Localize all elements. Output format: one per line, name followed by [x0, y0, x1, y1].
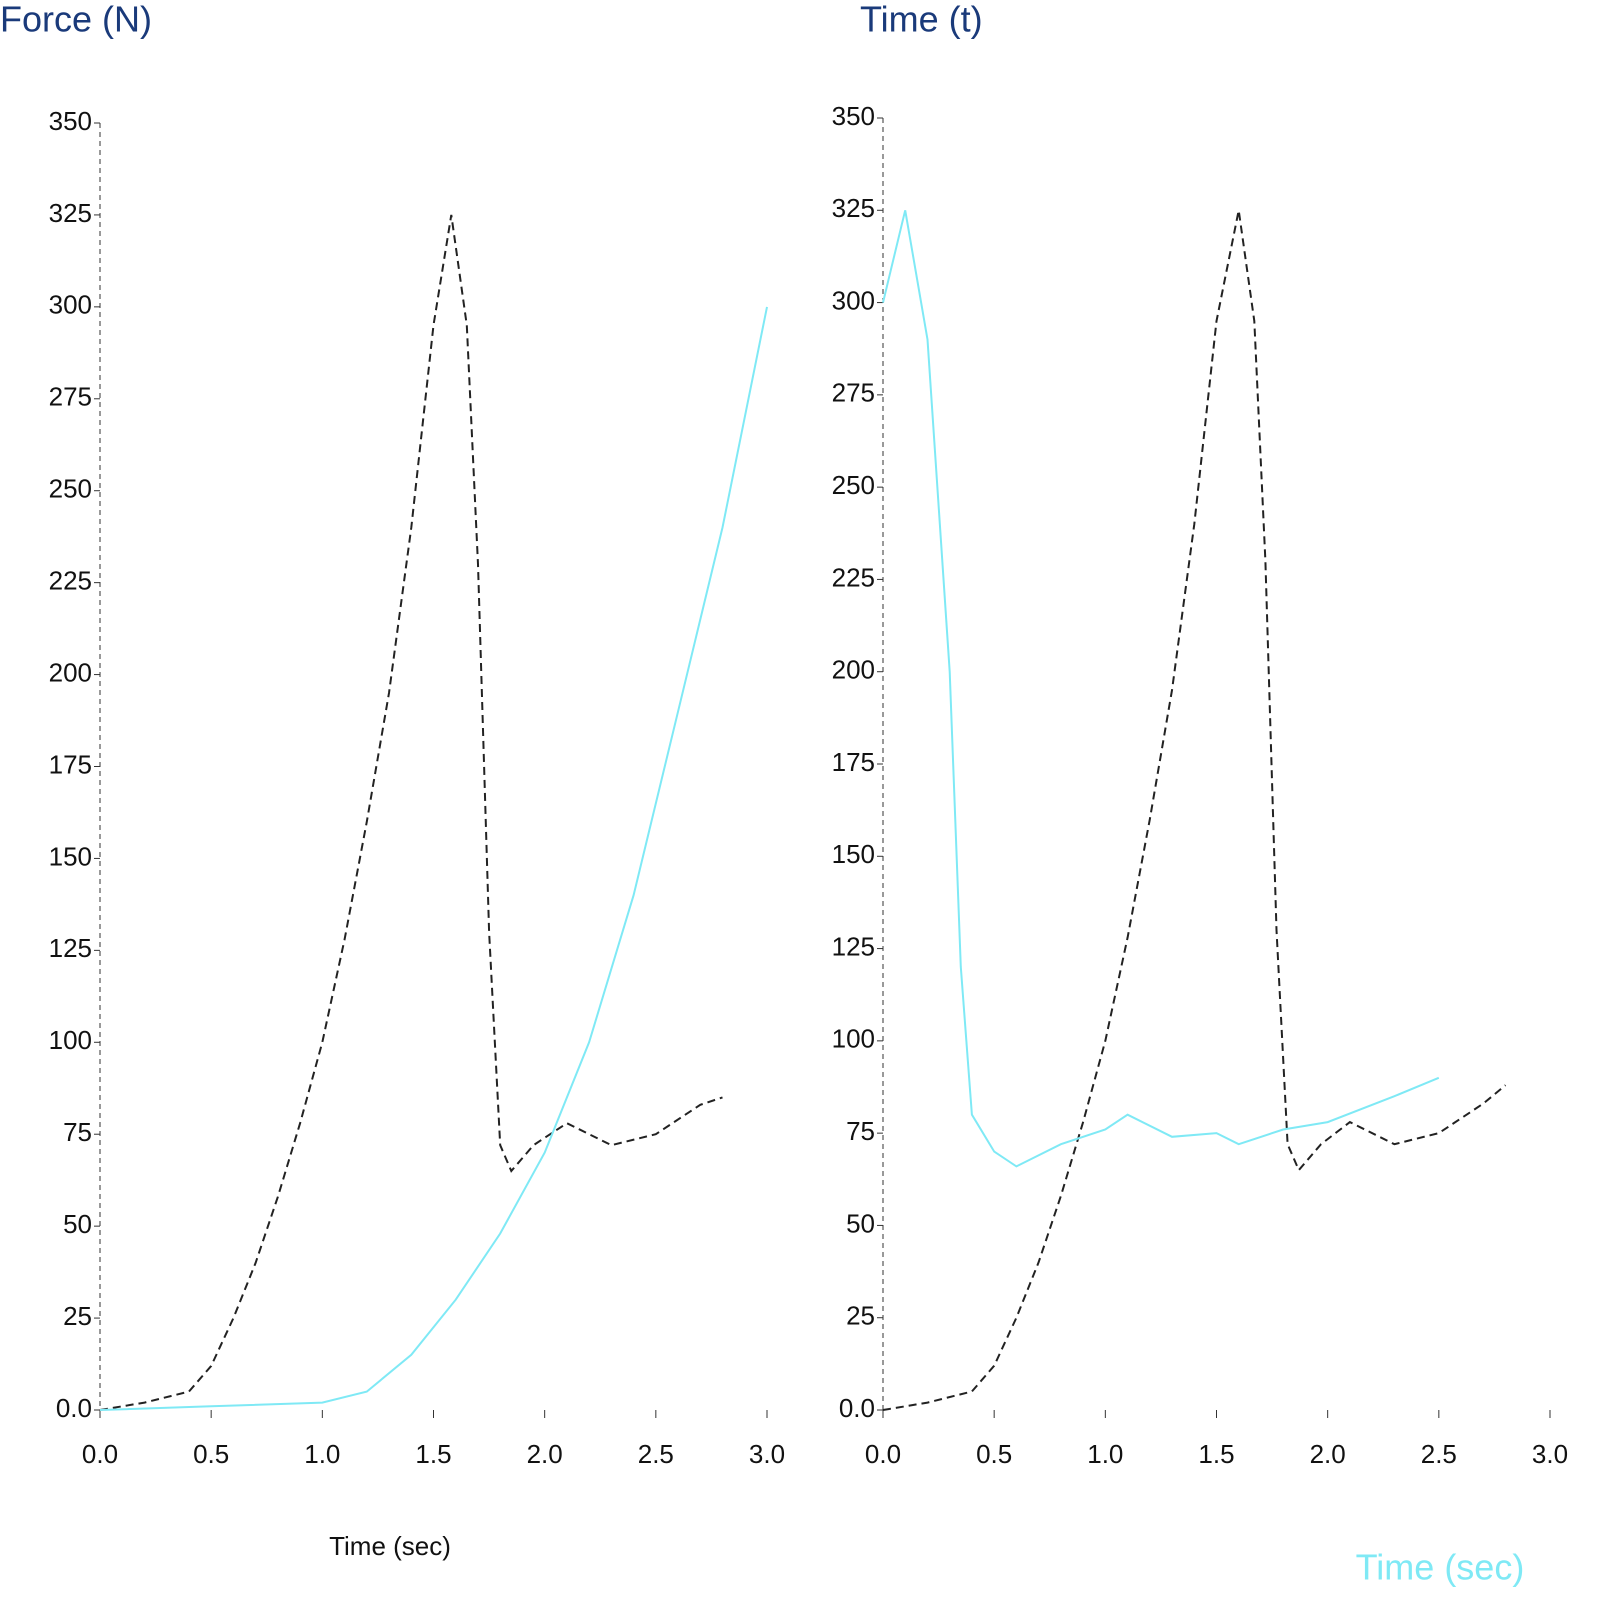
x-tick-label: 0.0	[865, 1439, 901, 1469]
y-tick-label: 75	[846, 1116, 875, 1146]
y-tick-label: 25	[63, 1301, 92, 1331]
y-tick-label: 100	[832, 1024, 875, 1054]
y-axis-label: Force (N)	[0, 0, 152, 40]
x-tick-label: 3.0	[749, 1439, 785, 1469]
y-tick-label: 200	[832, 655, 875, 685]
y-tick-label: 75	[63, 1117, 92, 1147]
x-tick-label: 1.5	[415, 1439, 451, 1469]
y-tick-label: 225	[832, 562, 875, 592]
y-tick-label: 175	[49, 749, 92, 779]
x-tick-label: 1.5	[1198, 1439, 1234, 1469]
x-tick-label: 2.5	[1421, 1439, 1457, 1469]
y-tick-label: 350	[832, 101, 875, 131]
x-tick-label: 3.0	[1532, 1439, 1568, 1469]
x-tick-label: 2.5	[638, 1439, 674, 1469]
x-tick-label: 2.0	[1310, 1439, 1346, 1469]
x-tick-label: 0.0	[82, 1439, 118, 1469]
y-tick-label: 250	[832, 470, 875, 500]
y-tick-label: 300	[832, 285, 875, 315]
y-tick-label: 325	[832, 193, 875, 223]
y-tick-label: 25	[846, 1301, 875, 1331]
data-line	[882, 210, 1440, 1168]
data-line	[99, 214, 723, 1411]
y-tick-label: 100	[49, 1025, 92, 1055]
data-line	[99, 306, 768, 1411]
y-tick-label: 150	[49, 841, 92, 871]
y-tick-label: 325	[49, 198, 92, 228]
chart-title: Time (t)	[860, 0, 983, 40]
y-tick-label: 225	[49, 566, 92, 596]
data-line	[882, 210, 1507, 1411]
y-tick-label: 350	[49, 106, 92, 136]
y-tick-label: 0.0	[839, 1393, 875, 1423]
y-tick-label: 0.0	[56, 1393, 92, 1423]
x-axis-label: Time (sec)	[1356, 1547, 1525, 1588]
y-tick-label: 125	[832, 931, 875, 961]
y-tick-label: 300	[49, 290, 92, 320]
x-tick-label: 2.0	[527, 1439, 563, 1469]
y-tick-label: 175	[832, 747, 875, 777]
x-tick-label: 0.5	[193, 1439, 229, 1469]
x-tick-label: 0.5	[976, 1439, 1012, 1469]
y-tick-label: 125	[49, 933, 92, 963]
x-tick-label: 1.0	[304, 1439, 340, 1469]
y-tick-label: 275	[49, 382, 92, 412]
y-tick-label: 50	[63, 1209, 92, 1239]
y-tick-label: 275	[832, 378, 875, 408]
y-tick-label: 50	[846, 1208, 875, 1238]
y-tick-label: 250	[49, 474, 92, 504]
y-tick-label: 150	[832, 839, 875, 869]
x-axis-label: Time (sec)	[329, 1531, 451, 1561]
x-tick-label: 1.0	[1087, 1439, 1123, 1469]
y-tick-label: 200	[49, 657, 92, 687]
